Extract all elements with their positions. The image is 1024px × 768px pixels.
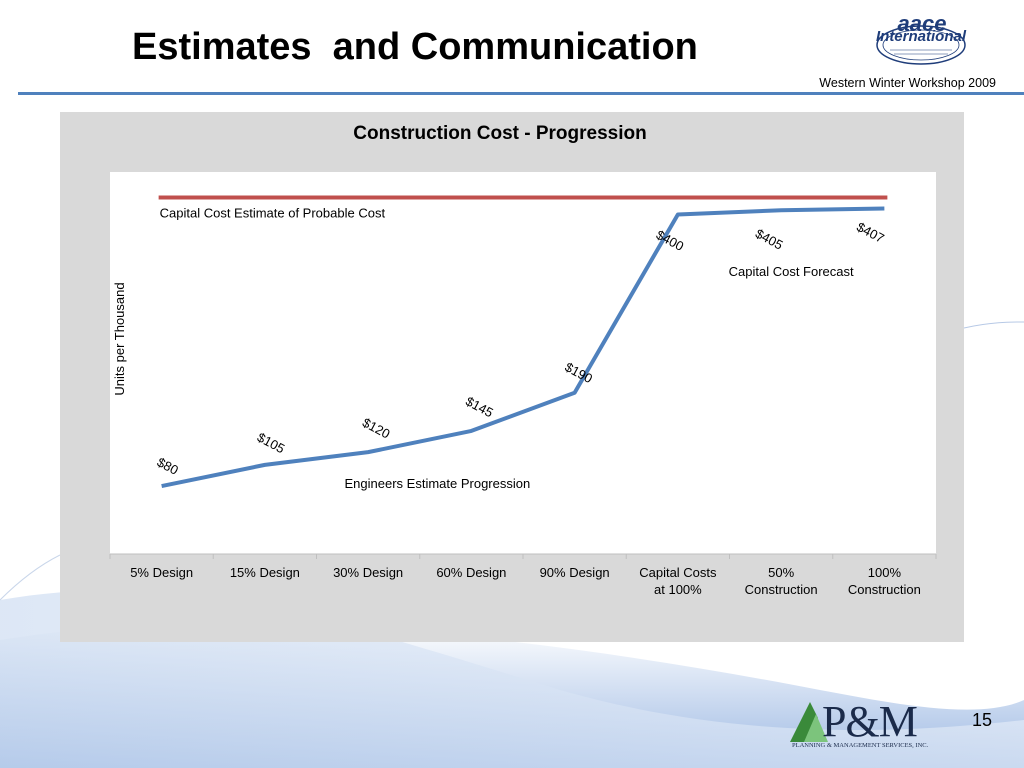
x-tick-label: 15% Design <box>230 565 300 580</box>
page-number: 15 <box>972 710 993 730</box>
x-tick-label: Construction <box>745 582 818 597</box>
annotation-engineers-estimate: Engineers Estimate Progression <box>345 476 531 491</box>
chart-title: Construction Cost - Progression <box>353 123 646 144</box>
background-curve-line-left <box>0 554 61 601</box>
x-tick-label: 100% <box>868 565 902 580</box>
y-axis-label: Units per Thousand <box>112 282 127 395</box>
x-tick-label: Construction <box>848 582 921 597</box>
aace-international-logo: aace International <box>866 11 976 70</box>
construction-cost-chart: Construction Cost - Progression Units per… <box>109 123 937 597</box>
chart-panel: Construction Cost - Progression Units per… <box>60 112 964 642</box>
slide-title: Estimates and Communication <box>132 26 698 68</box>
annotation-capital-cost-forecast: Capital Cost Forecast <box>729 264 854 279</box>
x-tick-label: 30% Design <box>333 565 403 580</box>
x-tick-label: 5% Design <box>130 565 193 580</box>
background-curve-line <box>963 321 1024 329</box>
workshop-subtitle: Western Winter Workshop 2009 <box>819 76 996 90</box>
pm-logo: P&M PLANNING & MANAGEMENT SERVICES, INC. <box>788 697 930 754</box>
plot-area <box>110 172 936 554</box>
x-tick-label: 50% <box>768 565 794 580</box>
x-tick-label: at 100% <box>654 582 702 597</box>
pm-logo-text: P&M <box>822 697 918 746</box>
aace-logo-text: aace <box>897 11 947 36</box>
title-divider <box>18 92 1024 95</box>
x-tick-label: Capital Costs <box>639 565 717 580</box>
pm-logo-mountain-icon <box>790 702 828 742</box>
series-line <box>161 206 885 489</box>
pm-logo-subtext: PLANNING & MANAGEMENT SERVICES, INC. <box>792 742 929 749</box>
x-tick-label: 60% Design <box>436 565 506 580</box>
international-logo-text: International <box>875 28 966 45</box>
x-tick-label: 90% Design <box>540 565 610 580</box>
annotation-capital-cost-estimate: Capital Cost Estimate of Probable Cost <box>160 205 386 220</box>
